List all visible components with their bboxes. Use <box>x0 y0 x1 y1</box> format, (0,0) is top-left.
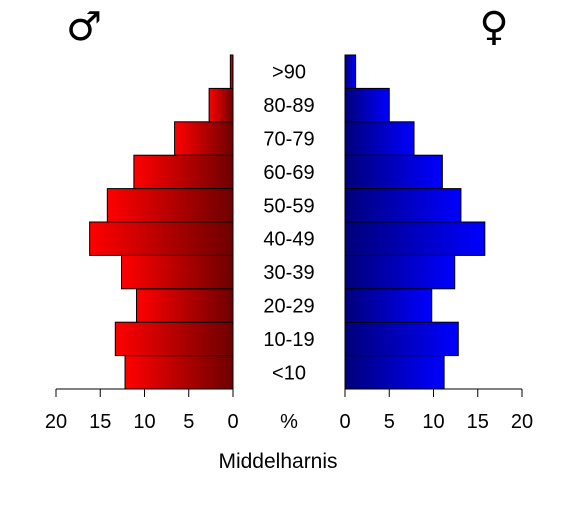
male-bar-4 <box>89 221 234 256</box>
male-bar-3 <box>120 254 234 290</box>
male-bar-5 <box>106 188 234 223</box>
age-label-8: 80-89 <box>263 95 314 117</box>
female-tick-label-1: 5 <box>384 411 395 433</box>
female-bar-0 <box>344 355 445 390</box>
age-label-3: 30-39 <box>263 262 314 284</box>
female-tick-label-4: 20 <box>511 411 533 433</box>
age-label-9: >90 <box>272 62 306 84</box>
female-bar-9 <box>344 54 357 89</box>
age-group-labels: <10 10-19 20-29 30-39 40-49 50-59 60-69 70-79 80… <box>263 62 314 385</box>
male-bars <box>89 54 234 390</box>
female-tick-label-0: 0 <box>339 411 350 433</box>
female-bar-7 <box>344 121 415 156</box>
male-symbol-icon: ♂ <box>66 4 102 50</box>
female-bars <box>344 54 486 390</box>
female-bar-6 <box>344 154 443 190</box>
female-symbol-icon: ♀ <box>479 4 508 50</box>
male-bar-1 <box>114 321 234 357</box>
male-tick-label-1: 5 <box>183 411 194 433</box>
male-bar-2 <box>136 288 234 323</box>
age-label-6: 60-69 <box>263 162 314 184</box>
female-tick-label-3: 15 <box>467 411 489 433</box>
female-bar-8 <box>344 87 390 123</box>
male-bar-7 <box>174 121 234 156</box>
center-axis-label: % <box>280 411 298 433</box>
age-label-0: <10 <box>272 362 306 384</box>
female-bar-1 <box>344 321 459 357</box>
female-tick-label-2: 10 <box>422 411 444 433</box>
male-bar-8 <box>208 87 234 123</box>
male-tick-label-2: 10 <box>133 411 155 433</box>
male-tick-label-0: 0 <box>227 411 238 433</box>
female-bar-4 <box>344 221 486 256</box>
age-label-1: 10-19 <box>263 329 314 351</box>
male-x-axis: 0 5 10 15 20 <box>45 388 239 433</box>
age-label-2: 20-29 <box>263 296 314 318</box>
age-label-7: 70-79 <box>263 129 314 151</box>
female-bar-5 <box>344 188 462 223</box>
age-label-5: 50-59 <box>263 195 314 217</box>
male-bar-9 <box>229 54 234 89</box>
female-bar-2 <box>344 288 433 323</box>
male-bar-0 <box>124 355 234 390</box>
age-label-4: 40-49 <box>263 229 314 251</box>
male-tick-label-4: 20 <box>45 411 67 433</box>
male-bar-6 <box>133 154 234 190</box>
female-x-axis: 0 5 10 15 20 <box>339 388 533 433</box>
male-tick-label-3: 15 <box>89 411 111 433</box>
female-bar-3 <box>344 254 456 290</box>
chart-title: Middelharnis <box>218 450 337 473</box>
